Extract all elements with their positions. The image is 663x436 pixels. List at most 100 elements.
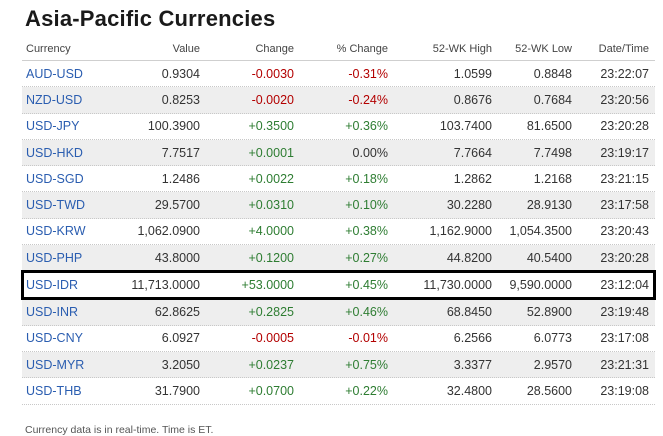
- header-change[interactable]: Change: [255, 42, 294, 55]
- low-52wk-cell: 28.5600: [526, 383, 572, 398]
- datetime-cell: 23:22:07: [600, 66, 649, 81]
- high-52wk-cell: 103.7400: [439, 119, 492, 134]
- currency-pair-link[interactable]: AUD-USD: [26, 66, 83, 81]
- low-52wk-cell: 52.8900: [526, 305, 572, 320]
- low-52wk-cell: 81.6500: [526, 119, 572, 134]
- pct-change-cell: +0.36%: [345, 119, 388, 134]
- currency-pair-link[interactable]: USD-PHP: [26, 250, 83, 265]
- change-cell: -0.0030: [251, 66, 294, 81]
- high-52wk-cell: 44.8200: [446, 250, 492, 265]
- change-cell: +0.0310: [248, 198, 294, 213]
- currency-pair-cell: USD-THB: [22, 384, 114, 398]
- high-52wk-cell: 32.4800: [446, 383, 492, 398]
- table-row: AUD-USD 0.9304 -0.0030 -0.31% 1.0599 0.8848 23…: [22, 61, 655, 88]
- table-row: USD-JPY 100.3900 +0.3500 +0.36% 103.7400 81.6…: [22, 114, 655, 140]
- pct-change-cell: -0.01%: [348, 331, 388, 346]
- table-row: USD-SGD 1.2486 +0.0022 +0.18% 1.2862 1.2168 23…: [22, 166, 655, 193]
- change-cell: +0.0700: [248, 383, 294, 398]
- value-cell: 43.8000: [154, 250, 200, 265]
- header-pct-change[interactable]: % Change: [336, 42, 388, 55]
- change-cell: +0.0001: [248, 145, 294, 160]
- currency-pair-link[interactable]: USD-JPY: [26, 119, 80, 134]
- pct-change-cell: -0.31%: [348, 66, 388, 81]
- currency-table: Currency Value Change % Change 52-WK Hig…: [21, 37, 656, 405]
- low-52wk-cell: 0.8848: [533, 66, 572, 81]
- currency-pair-link[interactable]: USD-TWD: [26, 198, 86, 213]
- change-cell: +0.2825: [248, 305, 294, 320]
- low-52wk-cell: 7.7498: [533, 145, 572, 160]
- change-cell: +53.0000: [241, 277, 294, 292]
- change-cell: +0.1200: [248, 250, 294, 265]
- high-52wk-cell: 11,730.0000: [423, 277, 492, 292]
- datetime-cell: 23:20:56: [600, 92, 649, 107]
- value-cell: 62.8625: [154, 305, 200, 320]
- datetime-cell: 23:12:04: [600, 277, 649, 292]
- pct-change-cell: +0.38%: [345, 224, 388, 239]
- change-cell: -0.0005: [251, 331, 294, 346]
- pct-change-cell: -0.24%: [348, 92, 388, 107]
- datetime-cell: 23:19:48: [600, 305, 649, 320]
- table-row: USD-KRW 1,062.0900 +4.0000 +0.38% 1,162.9000…: [22, 219, 655, 246]
- header-currency[interactable]: Currency: [26, 42, 71, 55]
- pct-change-cell: +0.75%: [345, 357, 388, 372]
- pct-change-cell: +0.46%: [345, 305, 388, 320]
- low-52wk-cell: 28.9130: [526, 198, 572, 213]
- currency-pair-link[interactable]: USD-CNY: [26, 331, 83, 346]
- table-row: USD-HKD 7.7517 +0.0001 0.00% 7.7664 7.7498 23:…: [22, 139, 655, 167]
- pct-change-cell: 0.00%: [352, 145, 388, 160]
- change-cell: +4.0000: [248, 224, 294, 239]
- table-row: USD-TWD 29.5700 +0.0310 +0.10% 30.2280 28.913…: [22, 192, 655, 219]
- datetime-cell: 23:17:58: [600, 198, 649, 213]
- high-52wk-cell: 0.8676: [453, 92, 492, 107]
- low-52wk-cell: 1.2168: [533, 171, 572, 186]
- high-52wk-cell: 7.7664: [453, 145, 492, 160]
- value-cell: 11,713.0000: [131, 277, 200, 292]
- change-cell: -0.0020: [251, 92, 294, 107]
- table-row: USD-THB 31.7900 +0.0700 +0.22% 32.4800 28.560…: [22, 378, 655, 405]
- datetime-cell: 23:19:08: [600, 383, 649, 398]
- currency-pair-link[interactable]: USD-KRW: [26, 224, 86, 239]
- value-cell: 29.5700: [154, 198, 200, 213]
- currency-pair-cell: USD-HKD: [22, 146, 114, 160]
- datetime-cell: 23:17:08: [600, 331, 649, 346]
- value-cell: 1,062.0900: [137, 224, 200, 239]
- low-52wk-cell: 2.9570: [533, 357, 572, 372]
- currency-pair-link[interactable]: USD-MYR: [26, 357, 85, 372]
- currency-pair-link[interactable]: USD-SGD: [26, 171, 84, 186]
- change-cell: +0.3500: [248, 119, 294, 134]
- table-row: USD-INR 62.8625 +0.2825 +0.46% 68.8450 52.890…: [22, 299, 655, 326]
- currency-pair-cell: USD-IDR: [22, 278, 114, 292]
- value-cell: 0.8253: [161, 92, 200, 107]
- currency-pair-cell: NZD-USD: [22, 93, 114, 107]
- currency-pair-cell: USD-PHP: [22, 251, 114, 265]
- currency-pair-link[interactable]: NZD-USD: [26, 92, 83, 107]
- low-52wk-cell: 40.5400: [526, 250, 572, 265]
- high-52wk-cell: 1,162.9000: [429, 224, 492, 239]
- datetime-cell: 23:20:43: [600, 224, 649, 239]
- currency-pair-link[interactable]: USD-HKD: [26, 145, 83, 160]
- high-52wk-cell: 30.2280: [446, 198, 492, 213]
- pct-change-cell: +0.45%: [345, 277, 388, 292]
- table-row: USD-MYR 3.2050 +0.0237 +0.75% 3.3377 2.9570 23…: [22, 351, 655, 379]
- currency-pair-link[interactable]: USD-INR: [26, 305, 79, 320]
- datetime-cell: 23:21:15: [600, 171, 649, 186]
- header-datetime[interactable]: Date/Time: [598, 42, 649, 55]
- datetime-cell: 23:21:31: [600, 357, 649, 372]
- value-cell: 100.3900: [147, 119, 200, 134]
- header-52wk-low[interactable]: 52-WK Low: [515, 42, 572, 55]
- currency-pair-cell: USD-JPY: [22, 119, 114, 133]
- currency-pair-link[interactable]: USD-IDR: [26, 277, 79, 292]
- low-52wk-cell: 6.0773: [533, 331, 572, 346]
- pct-change-cell: +0.18%: [345, 171, 388, 186]
- datetime-cell: 23:20:28: [600, 119, 649, 134]
- currency-pair-cell: USD-MYR: [22, 358, 114, 372]
- header-value[interactable]: Value: [172, 42, 200, 55]
- currency-pair-cell: USD-KRW: [22, 224, 114, 238]
- footer-note: Currency data is in real-time. Time is E…: [25, 424, 214, 436]
- header-52wk-high[interactable]: 52-WK High: [432, 42, 492, 55]
- high-52wk-cell: 68.8450: [446, 305, 492, 320]
- currency-pair-link[interactable]: USD-THB: [26, 383, 82, 398]
- value-cell: 31.7900: [154, 383, 200, 398]
- table-row: NZD-USD 0.8253 -0.0020 -0.24% 0.8676 0.7684 23…: [22, 87, 655, 114]
- currency-pair-cell: USD-SGD: [22, 172, 114, 186]
